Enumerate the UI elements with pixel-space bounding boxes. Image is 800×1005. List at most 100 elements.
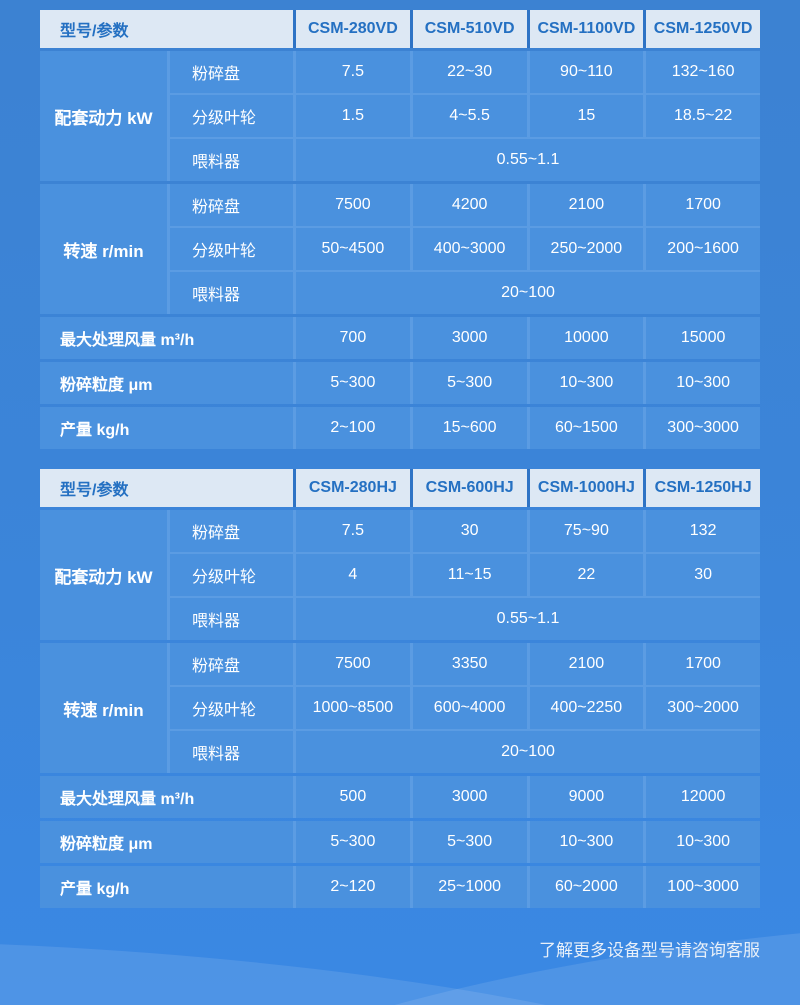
table-row: 产量 kg/h 2~120 25~1000 60~2000 100~3000 bbox=[40, 866, 760, 908]
row-label-cell: 最大处理风量 m³/h bbox=[40, 317, 293, 359]
table-row: 喂料器 0.55~1.1 bbox=[170, 139, 760, 181]
value-cell: 1700 bbox=[646, 643, 760, 685]
value-cell: 10~300 bbox=[529, 821, 644, 863]
value-cell: 2100 bbox=[529, 184, 644, 226]
value-cell: 1700 bbox=[646, 184, 760, 226]
power-group-section: 配套动力 kW 粉碎盘 7.5 30 75~90 132 分级叶轮 4 11~1… bbox=[40, 510, 760, 640]
table-row: 粉碎盘 7500 3350 2100 1700 bbox=[170, 643, 760, 685]
value-cell: 1000~8500 bbox=[296, 687, 410, 729]
value-cell: 22~30 bbox=[412, 51, 527, 93]
row-label-cell: 产量 kg/h bbox=[40, 407, 293, 449]
model-header-cell: CSM-280HJ bbox=[296, 469, 410, 507]
sub-parameter-cell: 喂料器 bbox=[170, 272, 293, 314]
merged-value-cell: 0.55~1.1 bbox=[296, 139, 760, 181]
value-cell: 5~300 bbox=[412, 362, 527, 404]
sub-parameter-cell: 喂料器 bbox=[170, 731, 293, 773]
value-cell: 10~300 bbox=[646, 362, 760, 404]
value-cell: 2100 bbox=[529, 643, 644, 685]
value-cell: 3000 bbox=[412, 317, 527, 359]
table-row: 粉碎粒度 μm 5~300 5~300 10~300 10~300 bbox=[40, 362, 760, 404]
value-cell: 4200 bbox=[412, 184, 527, 226]
value-cell: 15000 bbox=[646, 317, 760, 359]
power-group-section: 配套动力 kW 粉碎盘 7.5 22~30 90~110 132~160 分级叶… bbox=[40, 51, 760, 181]
hj-models-spec-table: 型号/参数 CSM-280HJ CSM-600HJ CSM-1000HJ CSM… bbox=[40, 469, 760, 908]
value-cell: 90~110 bbox=[529, 51, 644, 93]
row-label-cell: 粉碎粒度 μm bbox=[40, 362, 293, 404]
value-cell: 4~5.5 bbox=[412, 95, 527, 137]
value-cell: 10~300 bbox=[529, 362, 644, 404]
model-header-cell: CSM-1250HJ bbox=[646, 469, 760, 507]
value-cell: 100~3000 bbox=[646, 866, 760, 908]
value-cell: 7.5 bbox=[296, 510, 410, 552]
value-cell: 50~4500 bbox=[296, 228, 410, 270]
model-header-cell: CSM-1100VD bbox=[529, 10, 644, 48]
table-row: 分级叶轮 50~4500 400~3000 250~2000 200~1600 bbox=[170, 228, 760, 270]
value-cell: 60~2000 bbox=[529, 866, 644, 908]
group-label-cell: 配套动力 kW bbox=[40, 51, 167, 181]
value-cell: 15 bbox=[529, 95, 644, 137]
value-cell: 22 bbox=[529, 554, 644, 596]
value-cell: 3000 bbox=[412, 776, 527, 818]
model-header-cell: CSM-1000HJ bbox=[529, 469, 644, 507]
table-corner-cell: 型号/参数 bbox=[40, 10, 293, 48]
value-cell: 15~600 bbox=[412, 407, 527, 449]
table-corner-cell: 型号/参数 bbox=[40, 469, 293, 507]
value-cell: 10000 bbox=[529, 317, 644, 359]
value-cell: 500 bbox=[296, 776, 410, 818]
merged-value-cell: 0.55~1.1 bbox=[296, 598, 760, 640]
table-header-row: 型号/参数 CSM-280VD CSM-510VD CSM-1100VD CSM… bbox=[40, 10, 760, 48]
value-cell: 75~90 bbox=[529, 510, 644, 552]
vd-models-spec-table: 型号/参数 CSM-280VD CSM-510VD CSM-1100VD CSM… bbox=[40, 0, 760, 449]
table-row: 粉碎粒度 μm 5~300 5~300 10~300 10~300 bbox=[40, 821, 760, 863]
table-row: 喂料器 20~100 bbox=[170, 731, 760, 773]
table-row: 喂料器 20~100 bbox=[170, 272, 760, 314]
table-row: 最大处理风量 m³/h 500 3000 9000 12000 bbox=[40, 776, 760, 818]
group-label-cell: 转速 r/min bbox=[40, 184, 167, 314]
sub-parameter-cell: 喂料器 bbox=[170, 139, 293, 181]
value-cell: 200~1600 bbox=[646, 228, 760, 270]
value-cell: 10~300 bbox=[646, 821, 760, 863]
value-cell: 11~15 bbox=[412, 554, 527, 596]
table-row: 产量 kg/h 2~100 15~600 60~1500 300~3000 bbox=[40, 407, 760, 449]
value-cell: 2~100 bbox=[296, 407, 410, 449]
value-cell: 5~300 bbox=[296, 821, 410, 863]
table-row: 粉碎盘 7.5 22~30 90~110 132~160 bbox=[170, 51, 760, 93]
value-cell: 5~300 bbox=[412, 821, 527, 863]
merged-value-cell: 20~100 bbox=[296, 731, 760, 773]
sub-parameter-cell: 粉碎盘 bbox=[170, 184, 293, 226]
value-cell: 300~2000 bbox=[646, 687, 760, 729]
sub-parameter-cell: 分级叶轮 bbox=[170, 228, 293, 270]
sub-parameter-cell: 分级叶轮 bbox=[170, 554, 293, 596]
speed-group-section: 转速 r/min 粉碎盘 7500 4200 2100 1700 分级叶轮 50… bbox=[40, 184, 760, 314]
model-header-cell: CSM-1250VD bbox=[646, 10, 760, 48]
value-cell: 60~1500 bbox=[529, 407, 644, 449]
sub-parameter-cell: 喂料器 bbox=[170, 598, 293, 640]
value-cell: 7500 bbox=[296, 184, 410, 226]
decorative-wave-right bbox=[0, 919, 800, 1005]
value-cell: 132 bbox=[646, 510, 760, 552]
model-header-cell: CSM-280VD bbox=[296, 10, 410, 48]
value-cell: 132~160 bbox=[646, 51, 760, 93]
sub-parameter-cell: 分级叶轮 bbox=[170, 687, 293, 729]
table-row: 最大处理风量 m³/h 700 3000 10000 15000 bbox=[40, 317, 760, 359]
table-row: 粉碎盘 7.5 30 75~90 132 bbox=[170, 510, 760, 552]
table-row: 分级叶轮 4 11~15 22 30 bbox=[170, 554, 760, 596]
table-row: 喂料器 0.55~1.1 bbox=[170, 598, 760, 640]
value-cell: 30 bbox=[646, 554, 760, 596]
value-cell: 300~3000 bbox=[646, 407, 760, 449]
sub-parameter-cell: 粉碎盘 bbox=[170, 510, 293, 552]
value-cell: 400~3000 bbox=[412, 228, 527, 270]
row-label-cell: 粉碎粒度 μm bbox=[40, 821, 293, 863]
value-cell: 7.5 bbox=[296, 51, 410, 93]
table-row: 粉碎盘 7500 4200 2100 1700 bbox=[170, 184, 760, 226]
value-cell: 400~2250 bbox=[529, 687, 644, 729]
value-cell: 2~120 bbox=[296, 866, 410, 908]
value-cell: 4 bbox=[296, 554, 410, 596]
row-label-cell: 产量 kg/h bbox=[40, 866, 293, 908]
value-cell: 25~1000 bbox=[412, 866, 527, 908]
model-header-cell: CSM-510VD bbox=[412, 10, 527, 48]
value-cell: 7500 bbox=[296, 643, 410, 685]
footer-note: 了解更多设备型号请咨询客服 bbox=[539, 941, 760, 960]
sub-parameter-cell: 分级叶轮 bbox=[170, 95, 293, 137]
